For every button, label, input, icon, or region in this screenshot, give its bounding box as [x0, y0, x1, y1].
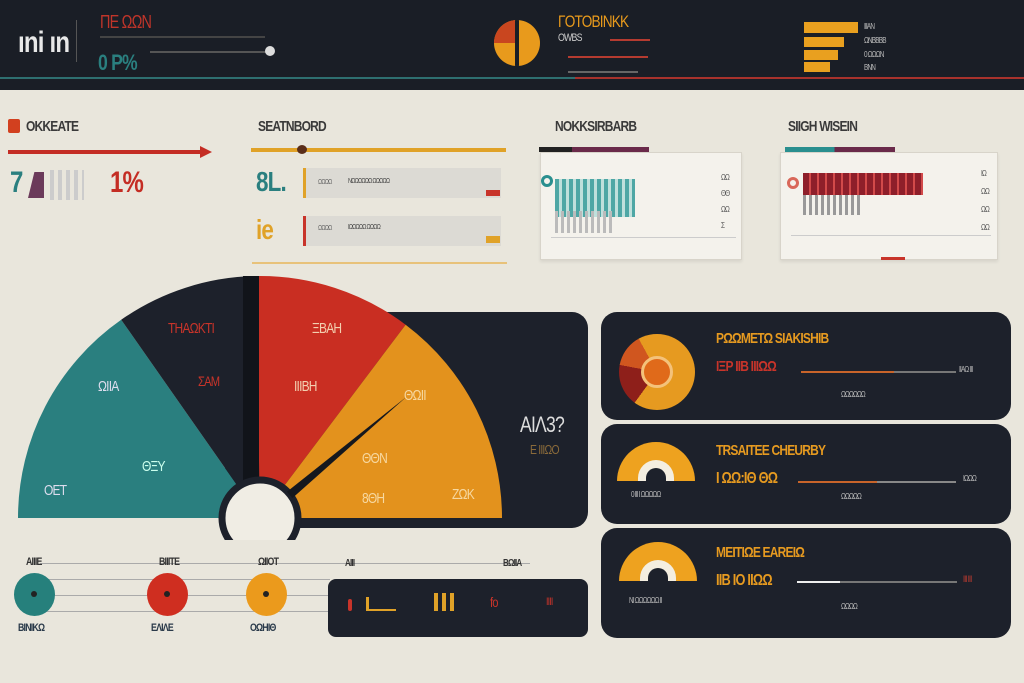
header-bar: ıni ın ΠΕ ΩΩΝ 0 P% ΓΟΤΟΒΙΝΚΚ OWBS ΙΙΙΑΝ …: [0, 0, 1024, 90]
header-bar-3: [804, 50, 838, 60]
card-title: OKKEATE: [26, 118, 79, 135]
arrow-right-icon: [200, 146, 212, 158]
stat-value: Ι ΩΩ:ΙΘ ΘΩ: [716, 470, 778, 487]
card-metric: 7: [10, 166, 23, 199]
gauge-readout-sub: Ε ΙΙΙΩΟ: [530, 442, 560, 457]
list-row[interactable]: ΩΩΩΩ ΝΩΩΩΩΩΩ ΩΩΩΩΩ: [303, 168, 501, 198]
arrow-bar: [8, 150, 203, 154]
legend-right: ΒΩΙΙΑ: [503, 558, 522, 569]
stat-value: ΙΞΡ ΙΙΒ ΙΙΙΩΩ: [716, 358, 777, 375]
stat-right: ΙΩΩΩ: [963, 474, 977, 483]
mini-bars: [50, 170, 84, 200]
row-value: 8L.: [256, 166, 287, 197]
dial-top-label: ΒΙΙΙΤΕ: [159, 556, 180, 568]
header-left-title: ΠΕ ΩΩΝ: [100, 12, 152, 32]
gauge-segment: [255, 276, 406, 488]
dial-bottom-label: ΕΛΙΛΕ: [151, 622, 174, 634]
header-bar-4: [804, 62, 830, 72]
stat-footer: ΩΩΩΩΩΩ: [841, 390, 866, 399]
card-title: SIIGH WISEIN: [788, 118, 858, 135]
gauge-caption: ΝΙ ΩΩΩΩΩΩ ΙΙ: [629, 596, 662, 605]
bars-red: [803, 173, 923, 195]
gauge-needle: [286, 396, 407, 499]
gauge-label: ΖΩΚ: [452, 486, 475, 503]
gauge-label: ΤΗΑΩΚΤΙ: [168, 320, 215, 337]
header-item: ΙΙΙΑΝ: [864, 22, 875, 31]
dial-bottom-label: ΒΙΝΙΚΩ: [18, 622, 45, 634]
bar-label: ΙΙΙΙ: [546, 596, 553, 608]
card-percent: 1%: [110, 166, 144, 199]
dial-bottom-label: ΟΩΗΙΘ: [250, 622, 276, 634]
divider: [76, 20, 77, 62]
gauge-label: ΞΒΑΗ: [312, 320, 342, 337]
gauge-label: ΙΙΙΒΗ: [294, 378, 317, 395]
gauge-readout: ΑΙΛ3?: [520, 412, 565, 437]
stat-panel[interactable]: 0 ΙΙΙ Ι ΩΩΩΩΩ TRSAΙΤΕΕ CHEURBY Ι ΩΩ:ΙΘ Θ…: [601, 424, 1011, 524]
stat-footer: ΩΩΩΩΩ: [841, 492, 862, 501]
stat-panel[interactable]: ΝΙ ΩΩΩΩΩΩ ΙΙ ΜΕΙΤΙΩΕ EAREIΩ ΙΙΒ ΙΟ ΙΙΩΩ …: [601, 528, 1011, 638]
gauge-segment: [282, 324, 502, 518]
gauge-label: ΟΕΤ: [44, 482, 67, 499]
gauge-hub: [218, 476, 302, 540]
logo: ıni ın: [18, 26, 70, 59]
row-value: ie: [256, 214, 274, 245]
header-bar-1: [804, 22, 858, 33]
guide-line: [40, 563, 530, 564]
stat-right: ΙΙΑΩ ΙΙΙ: [959, 365, 973, 374]
header-item: ΩΝΒΒΒΒ: [864, 36, 886, 45]
gauge-divider: [243, 276, 259, 518]
slider-handle[interactable]: [265, 46, 275, 56]
header-item: ΒΝΝ: [864, 63, 876, 72]
bars-grey: [803, 195, 863, 215]
gauge-label: ΘΩΙΙ: [404, 387, 427, 404]
stat-value: ΙΙΒ ΙΟ ΙΙΩΩ: [716, 572, 773, 589]
gauge-label: ΣΑΜ: [198, 373, 220, 389]
gauge-label: ΩΙΙΑ: [98, 378, 119, 395]
stat-title: ΜΕΙΤΙΩΕ EAREIΩ: [716, 544, 805, 561]
bar-chart-card: ΩΩ ΘΘ ΩΩ Σ: [539, 147, 742, 260]
mini-bar-panel: fo ΙΙΙΙ: [328, 579, 588, 637]
bars-teal: [555, 179, 635, 217]
stat-right: ΙΙΙ ΙΙΙ: [963, 574, 972, 584]
gauge-label: ΘΘΝ: [362, 450, 388, 467]
gauge-label: ΘΞΥ: [142, 458, 166, 475]
progress-handle[interactable]: [297, 145, 307, 154]
progress-bar: [251, 148, 506, 152]
header-bar-2: [804, 37, 844, 47]
dial-knob[interactable]: [147, 573, 188, 616]
badge-icon: [8, 119, 20, 133]
legend-left: ΑΙΙΙ: [345, 558, 355, 569]
stat-title: TRSAΙΤΕΕ CHEURBY: [716, 442, 826, 459]
dial-knob[interactable]: [14, 573, 55, 616]
card-title: NOKKSIRBARB: [555, 118, 637, 135]
gauge-segment: [121, 276, 260, 487]
header-item: 0 ΩΩΩΝ: [864, 50, 884, 59]
header-center-title: ΓΟΤΟΒΙΝΚΚ: [558, 12, 629, 31]
dial-top-label: ΑΙΙΙΕ: [26, 556, 42, 568]
dial-top-label: ΩΙΙΟΤ: [258, 556, 279, 568]
bar-chart-card: ΙΩ ΩΩ ΩΩ ΩΩ: [780, 147, 998, 260]
stat-title: ΡΩΩΜΕΤΩ SIAKISHIB: [716, 330, 829, 347]
timeline-teal: [0, 77, 575, 79]
card-title: SEATNBORD: [258, 118, 327, 135]
timeline-red: [575, 77, 1024, 79]
header-center-sub: OWBS: [558, 32, 582, 44]
gauge-segment: [18, 319, 239, 518]
bar-label: fo: [490, 594, 499, 610]
gauge-label: 8ΘΗ: [362, 490, 385, 507]
header-left-value: 0 P%: [98, 50, 138, 75]
stat-panel[interactable]: ΡΩΩΜΕΤΩ SIAKISHIB ΙΞΡ ΙΙΒ ΙΙΙΩΩ ΙΙΑΩ ΙΙΙ…: [601, 312, 1011, 420]
gauge-caption: 0 ΙΙΙ Ι ΩΩΩΩΩ: [631, 490, 661, 499]
list-row[interactable]: ΩΩΩΩ ΙΩΩΩΩΩ ΩΩΩΩ: [303, 216, 501, 246]
timeline: [252, 262, 507, 264]
dial-knob[interactable]: [246, 573, 287, 616]
pie-logo-icon: [494, 20, 540, 66]
stat-footer: ΩΩΩΩ: [841, 602, 858, 611]
gauge-chart: [18, 276, 502, 540]
bars-grey: [555, 211, 615, 233]
